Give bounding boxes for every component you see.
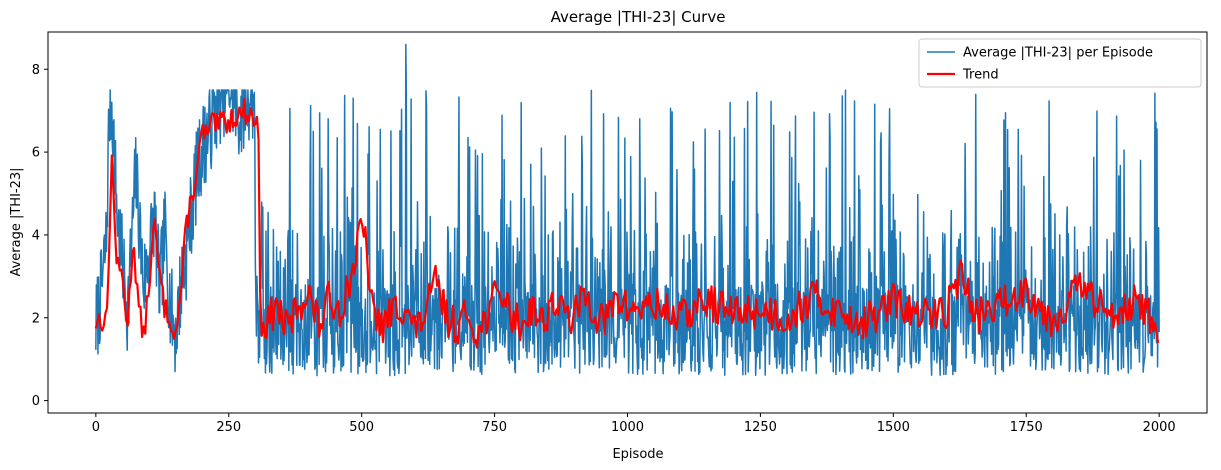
series-line-trend [94, 98, 1160, 349]
x-tick-label: 750 [482, 420, 507, 435]
legend-label-trend-series: Trend [962, 68, 999, 83]
x-axis: 0 250 500 750 1000 1250 1500 1750 2000 [92, 413, 1176, 435]
legend-box [918, 38, 1202, 88]
chart-title: Average |THI-23| Curve [551, 8, 726, 26]
y-axis: 0 2 4 6 8 [32, 63, 48, 409]
x-tick-label: 1250 [744, 420, 777, 435]
legend-label-raw-series: Average |THI-23| per Episode [963, 46, 1153, 61]
y-tick-label: 4 [32, 228, 40, 243]
x-tick-label: 2000 [1143, 420, 1176, 435]
x-tick-label: 1500 [877, 420, 910, 435]
y-axis-label: Average |THI-23| [9, 167, 24, 276]
series-line-raw [95, 43, 1160, 377]
x-tick-label: 500 [349, 420, 374, 435]
x-axis-label: Episode [612, 447, 663, 462]
y-tick-label: 8 [32, 63, 40, 78]
y-tick-label: 2 [32, 311, 40, 326]
x-tick-label: 0 [92, 420, 100, 435]
legend: Average |THI-23| per Episode Trend [918, 38, 1202, 88]
x-tick-label: 1750 [1010, 420, 1043, 435]
x-tick-label: 250 [216, 420, 241, 435]
series-layer [94, 43, 1160, 377]
x-tick-label: 1000 [611, 420, 644, 435]
y-tick-label: 0 [32, 394, 40, 409]
y-tick-label: 6 [32, 146, 40, 161]
